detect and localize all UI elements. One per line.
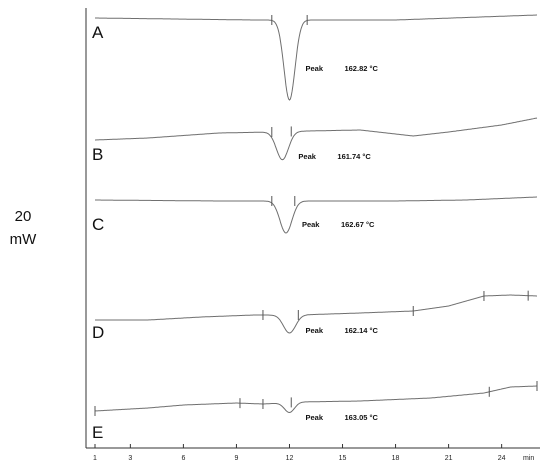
x-tick-label: 6 <box>181 455 185 462</box>
peak-value: 162.67 °C <box>341 220 375 229</box>
peak-value: 163.05 °C <box>344 413 378 422</box>
trace-label: E <box>92 423 103 442</box>
x-tick-label: 1 <box>93 455 97 462</box>
trace-b-line <box>95 117 538 161</box>
trace-d-line <box>95 294 537 334</box>
x-tick-label: 15 <box>339 455 347 462</box>
trace-label: D <box>92 323 104 342</box>
trace-label: A <box>92 23 104 42</box>
x-tick-label: 9 <box>234 455 238 462</box>
x-tick-label: 21 <box>445 455 453 462</box>
peak-text: Peak <box>305 413 323 422</box>
trace-e-line <box>94 385 537 414</box>
x-tick-label: 18 <box>392 455 400 462</box>
peak-text: Peak <box>305 64 323 73</box>
trace-label: C <box>92 215 104 234</box>
peak-text: Peak <box>302 220 320 229</box>
peak-value: 162.14 °C <box>344 326 378 335</box>
peak-text: Peak <box>298 152 316 161</box>
peak-value: 162.82 °C <box>344 64 378 73</box>
peak-value: 161.74 °C <box>337 152 371 161</box>
trace-a-line <box>95 14 537 101</box>
peak-text: Peak <box>305 326 323 335</box>
x-tick-label: 3 <box>128 455 132 462</box>
trace-label: B <box>92 145 103 164</box>
y-scale-value: 20 <box>14 208 32 225</box>
dsc-traces: A Peak 162.82 °C B Peak 161.74 °C C Peak 162.67 … <box>92 14 538 442</box>
x-tick-label: 24 <box>498 455 506 462</box>
x-axis-unit: min <box>523 455 534 462</box>
y-scale-unit: mW <box>9 231 37 248</box>
x-tick-label: 12 <box>286 455 294 462</box>
trace-c-line <box>95 196 537 234</box>
x-axis-ticks: 1 3 6 9 12 15 18 21 24 <box>93 444 506 462</box>
